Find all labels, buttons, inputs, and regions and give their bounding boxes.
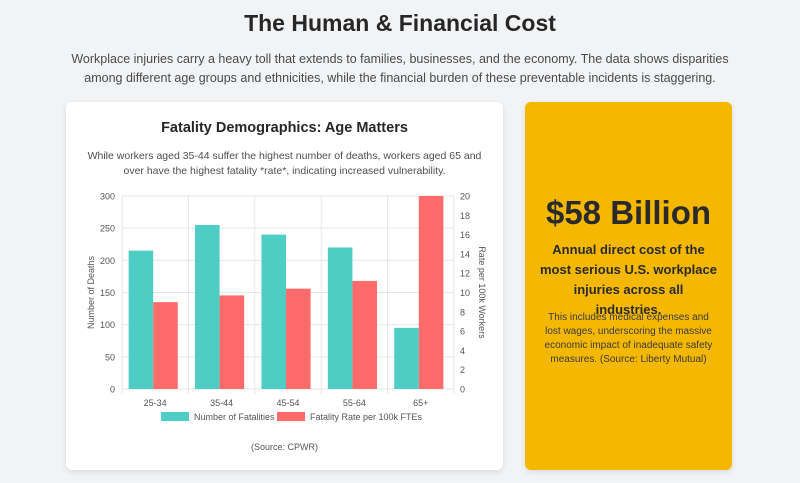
bar-rate-65+ — [418, 196, 444, 389]
y2-tick-label: 2 — [460, 365, 465, 375]
x-tick-label: 45-54 — [276, 398, 299, 408]
bar-fatalities-35-44 — [195, 224, 220, 389]
bar-rate-35-44 — [219, 295, 245, 389]
y-axis-title: Number of Deaths — [86, 255, 96, 329]
bar-fatalities-65+ — [394, 327, 419, 389]
chart-source: (Source: CPWR) — [250, 442, 318, 452]
cost-note: This includes medical expenses and lost … — [544, 312, 713, 365]
bar-fatalities-55-64 — [327, 247, 353, 389]
y2-axis-title: Rate per 100k Workers — [477, 246, 487, 339]
y2-tick-label: 0 — [460, 385, 465, 395]
financial-cost-card: $58 Billion Annual direct cost of the mo… — [525, 102, 732, 470]
legend-label-fatalities: Number of Fatalities — [194, 412, 275, 422]
y-tick-label: 100 — [100, 320, 115, 330]
y2-tick-label: 12 — [460, 269, 470, 279]
y2-tick-label: 4 — [460, 346, 465, 356]
bar-fatalities-25-34 — [128, 250, 154, 389]
legend-label-rate: Fatality Rate per 100k FTEs — [310, 412, 423, 422]
bar-rate-45-54 — [286, 288, 311, 389]
x-tick-label: 65+ — [413, 398, 428, 408]
legend-swatch-fatalities — [161, 412, 189, 421]
fatality-demographics-card: Fatality Demographics: Age Matters While… — [66, 102, 503, 470]
y2-tick-label: 10 — [460, 288, 470, 298]
cost-label: Annual direct cost of the most serious U… — [539, 242, 717, 317]
chart-title: Fatality Demographics: Age Matters — [161, 120, 408, 136]
cost-value: $58 Billion — [545, 194, 712, 231]
y-tick-label: 150 — [100, 288, 115, 298]
x-tick-label: 35-44 — [210, 398, 233, 408]
page-intro: Workplace injuries carry a heavy toll th… — [71, 52, 729, 85]
page-title: The Human & Financial Cost — [244, 10, 556, 36]
legend-swatch-rate — [277, 412, 305, 421]
y2-tick-label: 20 — [460, 192, 470, 202]
y-tick-label: 250 — [100, 224, 115, 234]
chart-subtitle: While workers aged 35-44 suffer the high… — [87, 150, 482, 177]
x-tick-label: 55-64 — [343, 398, 366, 408]
bar-rate-55-64 — [352, 280, 377, 389]
y2-tick-label: 6 — [460, 327, 465, 337]
bar-rate-25-34 — [153, 302, 178, 389]
y-tick-label: 0 — [110, 385, 115, 395]
y2-tick-label: 8 — [460, 307, 465, 317]
y2-tick-label: 14 — [460, 249, 470, 259]
bar-fatalities-45-54 — [261, 234, 287, 389]
x-tick-label: 25-34 — [144, 398, 167, 408]
y2-tick-label: 18 — [460, 211, 470, 221]
y-tick-label: 50 — [105, 352, 115, 362]
y-tick-label: 300 — [100, 192, 115, 202]
y-tick-label: 200 — [100, 256, 115, 266]
y2-tick-label: 16 — [460, 230, 470, 240]
fatality-bar-chart: 0 50 100 150 200 250 300 0 2 4 6 8 10 12 14 16 18 20 25-34… — [86, 192, 487, 423]
